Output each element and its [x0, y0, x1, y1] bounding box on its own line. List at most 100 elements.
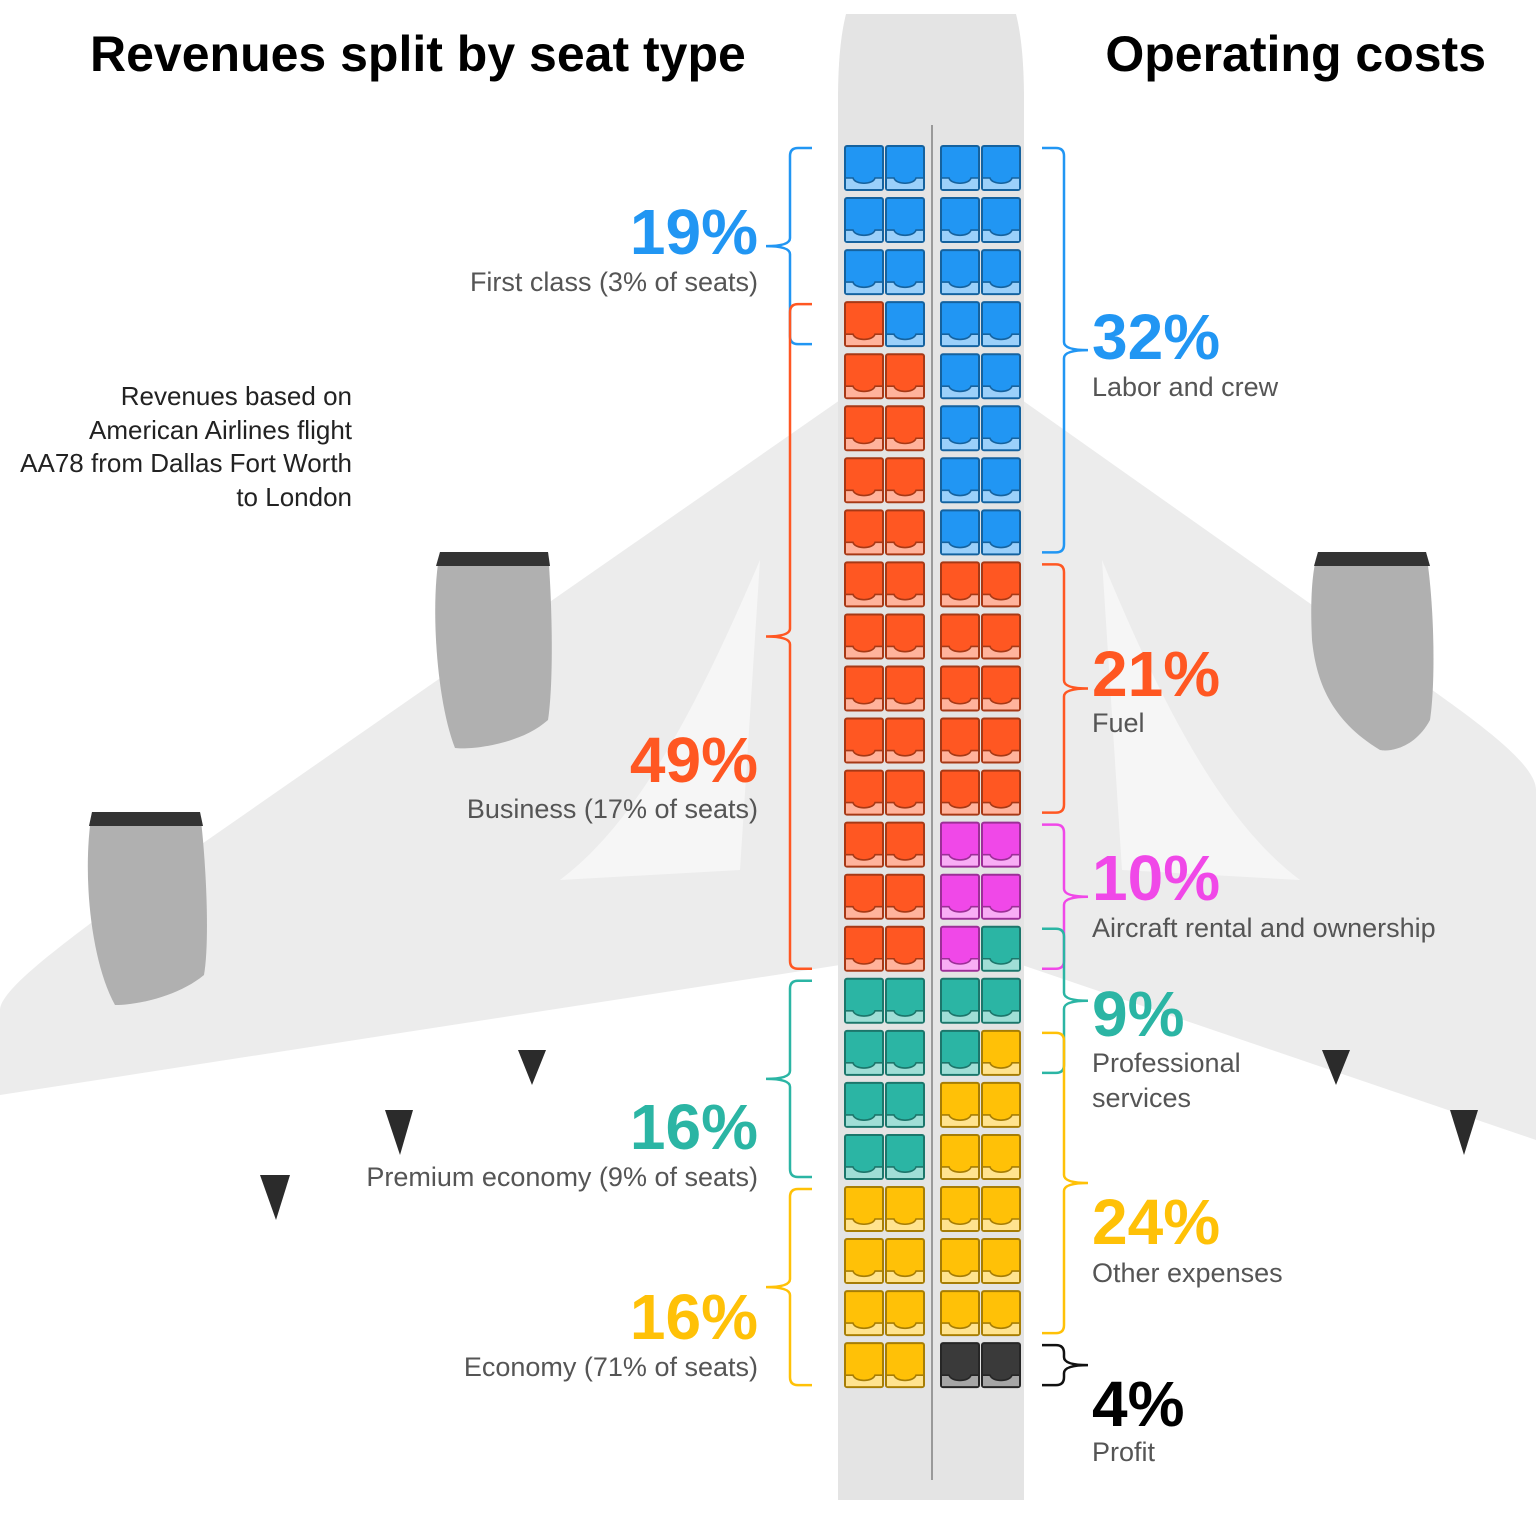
seat-icon: [844, 717, 884, 764]
revenue-pct: 19%: [629, 196, 758, 268]
seat-icon: [981, 613, 1021, 660]
seat-icon: [844, 301, 884, 348]
revenues-title: Revenues split by seat type: [90, 26, 746, 82]
seat-icon: [844, 405, 884, 452]
seat-icon: [940, 977, 980, 1024]
seat-icon: [981, 769, 1021, 816]
seat-icon: [981, 821, 1021, 868]
seat-icon: [885, 561, 925, 608]
revenue-pct: 16%: [629, 1091, 758, 1163]
seat-icon: [885, 717, 925, 764]
group-bracket: [1042, 146, 1089, 554]
costs-title: Operating costs: [1105, 26, 1486, 82]
seat-icon: [940, 457, 980, 504]
seat-icon: [981, 1081, 1021, 1128]
seat-icon: [940, 769, 980, 816]
seat-icon: [844, 665, 884, 712]
seat-icon: [885, 301, 925, 348]
seat-icon: [940, 405, 980, 452]
flap-right-1: [1322, 1050, 1350, 1085]
seat-icon: [844, 769, 884, 816]
revenue-label: Business (17% of seats): [466, 794, 758, 824]
seat-icon: [981, 925, 1021, 972]
seat-icon: [885, 925, 925, 972]
seat-icon: [885, 145, 925, 191]
seat-icon: [940, 821, 980, 868]
seat-icon: [981, 1238, 1021, 1285]
cost-label: Profit: [1092, 1437, 1156, 1467]
seat-icon: [981, 197, 1021, 244]
seat-icon: [981, 1133, 1021, 1180]
seat-icon: [981, 353, 1021, 400]
seat-icon: [885, 509, 925, 556]
seat-icon: [981, 1029, 1021, 1076]
group-bracket: [1042, 563, 1089, 814]
cost-pct: 4%: [1092, 1368, 1185, 1440]
cost-label: Professional services: [1092, 1048, 1241, 1113]
seat-icon: [940, 925, 980, 972]
seat-icon: [981, 665, 1021, 712]
seat-icon: [844, 561, 884, 608]
seat-icon: [844, 1290, 884, 1337]
group-bracket: [765, 979, 812, 1179]
seat-icon: [885, 613, 925, 660]
seat-icon: [981, 405, 1021, 452]
seat-icon: [981, 457, 1021, 504]
engine-outer-left: [87, 812, 207, 1005]
seat-icon: [940, 509, 980, 556]
seat-icon: [981, 509, 1021, 556]
seat-icon: [885, 197, 925, 244]
engine-inner-left: [435, 552, 552, 749]
seat-icon: [844, 1186, 884, 1232]
seat-icon: [885, 457, 925, 504]
seat-icon: [981, 301, 1021, 348]
seat-icon: [885, 1290, 925, 1337]
seat-icon: [940, 561, 980, 608]
cost-pct: 10%: [1092, 842, 1221, 914]
seat-icon: [940, 1081, 980, 1128]
seat-icon: [981, 873, 1021, 920]
seat-icon: [885, 353, 925, 400]
seat-icon: [940, 249, 980, 296]
seat-icon: [844, 873, 884, 920]
seat-icon: [844, 457, 884, 504]
group-bracket: [765, 1187, 812, 1387]
seat-icon: [981, 717, 1021, 764]
seat-icon: [844, 1133, 884, 1180]
revenue-pct: 16%: [629, 1281, 758, 1353]
seat-icon: [981, 145, 1021, 191]
seat-icon: [981, 1342, 1021, 1389]
seat-icon: [844, 509, 884, 556]
flap-right-2: [1450, 1110, 1478, 1155]
seat-icon: [940, 613, 980, 660]
seat-icon: [940, 1290, 980, 1337]
seat-icon: [844, 925, 884, 972]
seat-icon: [940, 717, 980, 764]
cost-label: Fuel: [1092, 708, 1145, 738]
cost-label: Aircraft rental and ownership: [1092, 913, 1436, 943]
seat-icon: [844, 821, 884, 868]
seat-icon: [844, 1342, 884, 1389]
seat-icon: [885, 1081, 925, 1128]
seat-icon: [981, 1186, 1021, 1232]
seat-icon: [940, 145, 980, 191]
group-bracket: [1042, 1031, 1089, 1335]
seat-icon: [844, 145, 884, 191]
revenue-pct: 49%: [629, 724, 758, 796]
seat-icon: [844, 1238, 884, 1285]
seat-icon: [844, 1081, 884, 1128]
seat-icon: [940, 873, 980, 920]
flap-left-3: [518, 1050, 546, 1085]
seat-icon: [981, 1290, 1021, 1337]
seat-icon: [981, 561, 1021, 608]
seat-icon: [844, 1029, 884, 1076]
seat-icon: [885, 1186, 925, 1232]
group-bracket: [765, 302, 812, 970]
cost-pct: 9%: [1092, 978, 1185, 1050]
seat-icon: [940, 197, 980, 244]
seat-icon: [940, 1133, 980, 1180]
cost-pct: 24%: [1092, 1186, 1221, 1258]
seat-icon: [885, 1238, 925, 1285]
seat-icon: [885, 1133, 925, 1180]
